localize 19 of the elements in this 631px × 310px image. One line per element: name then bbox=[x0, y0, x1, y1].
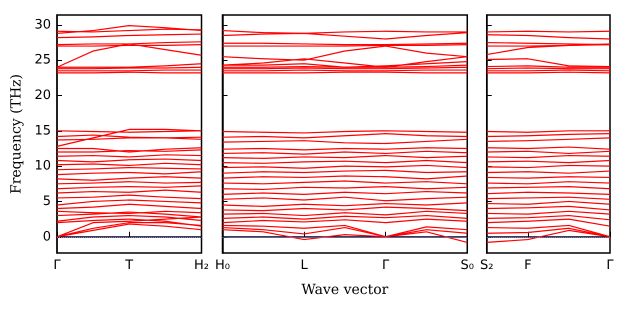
x-tick-label: S₂ bbox=[480, 258, 494, 273]
y-tick-label: 15 bbox=[34, 123, 51, 138]
y-tick-label: 5 bbox=[42, 194, 51, 209]
y-axis-title: Frequency (THz) bbox=[8, 74, 25, 194]
x-tick-label: T bbox=[124, 258, 134, 273]
y-tick-label: 20 bbox=[34, 88, 51, 104]
x-tick-label: F bbox=[524, 258, 532, 273]
x-tick-label: H₀ bbox=[214, 258, 230, 273]
y-tick-label: 30 bbox=[34, 17, 51, 32]
x-tick-label: Γ bbox=[606, 258, 614, 273]
x-tick-label: L bbox=[300, 258, 308, 273]
y-tick-label: 10 bbox=[34, 158, 51, 174]
x-tick-label: Γ bbox=[382, 258, 390, 273]
y-tick-label: 0 bbox=[42, 229, 51, 244]
x-tick-label: S₀ bbox=[460, 258, 474, 273]
y-tick-label: 25 bbox=[34, 52, 51, 68]
x-tick-label: H₂ bbox=[194, 258, 210, 273]
x-axis-title: Wave vector bbox=[301, 282, 389, 298]
x-tick-label: Γ bbox=[53, 258, 62, 273]
